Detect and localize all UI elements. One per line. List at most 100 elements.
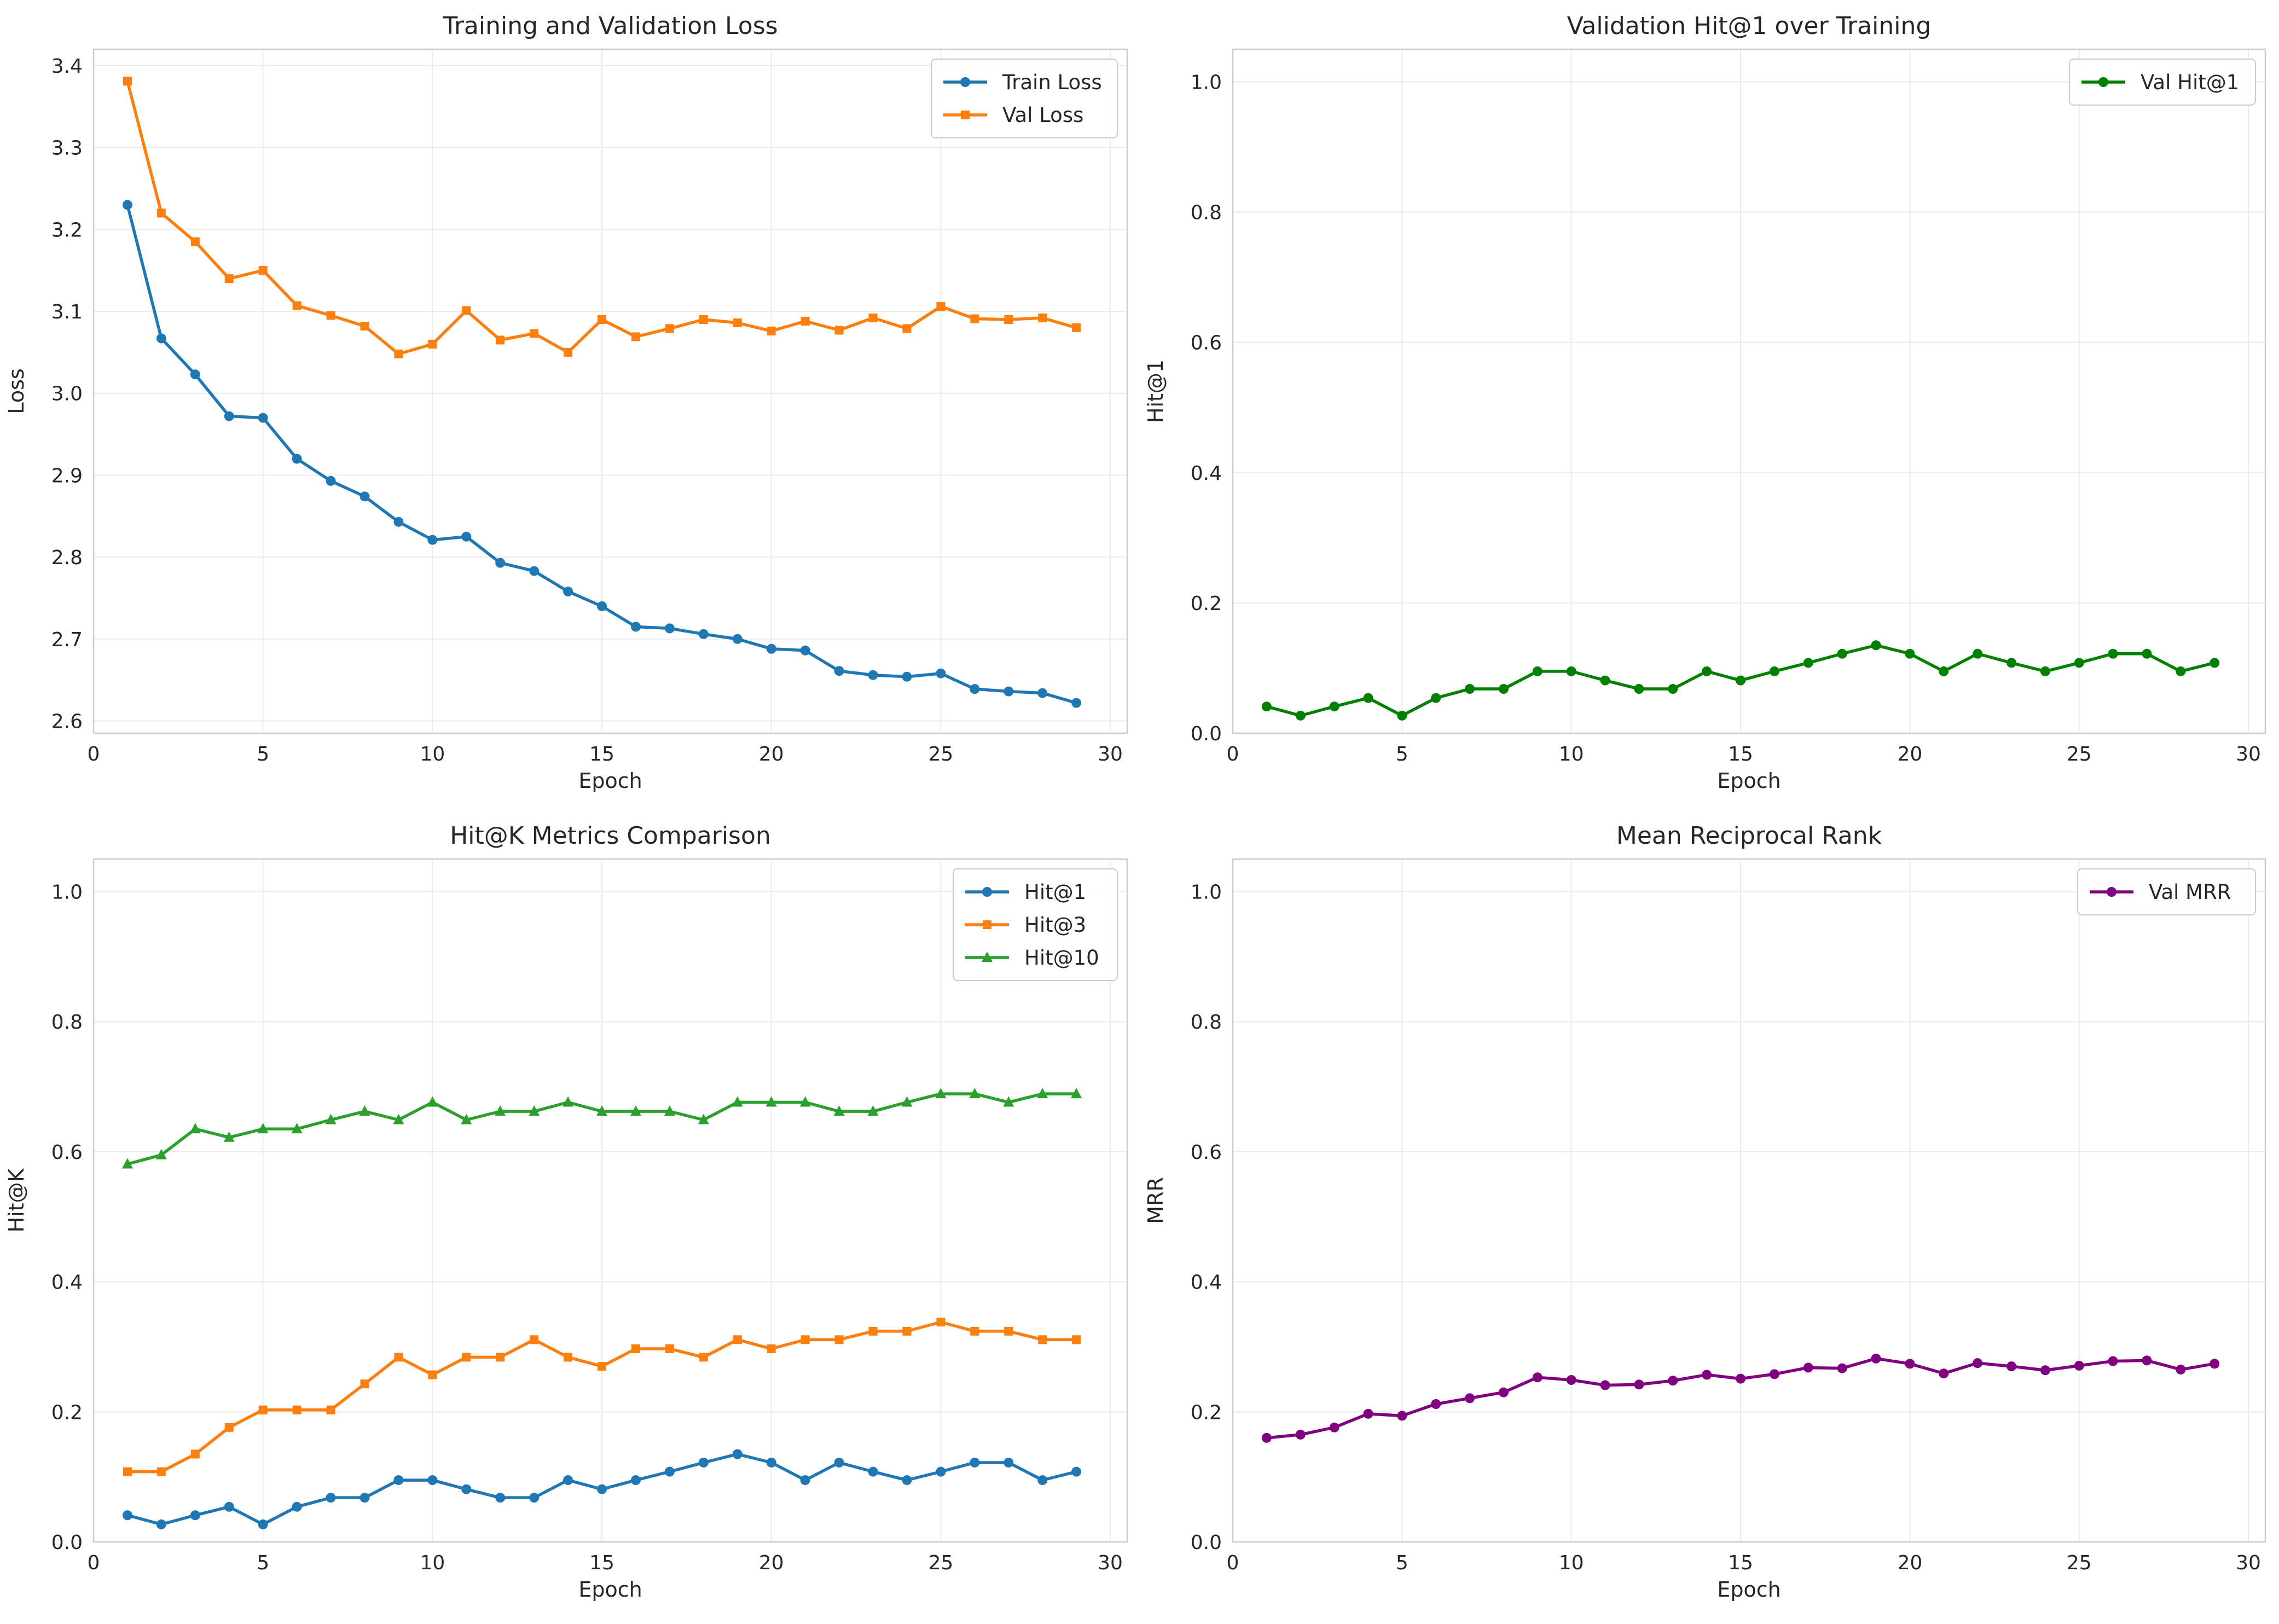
data-point <box>1871 1353 1881 1364</box>
data-point <box>665 324 674 333</box>
data-point <box>2108 1356 2118 1366</box>
data-point <box>123 77 132 86</box>
x-tick-label: 30 <box>1098 743 1123 765</box>
legend-label: Hit@1 <box>1024 880 1086 904</box>
data-point <box>1769 666 1779 676</box>
plot-frame <box>92 858 1128 1543</box>
data-point <box>2108 648 2118 659</box>
y-tick-label: 0.2 <box>51 1401 83 1424</box>
data-point <box>462 306 471 315</box>
data-point <box>732 1096 743 1107</box>
x-tick-label: 25 <box>2067 1552 2092 1574</box>
data-point <box>2142 1355 2152 1366</box>
data-point <box>1634 684 1644 694</box>
data-point <box>564 347 573 357</box>
plot-frame <box>1232 858 2266 1543</box>
data-point <box>801 1335 810 1344</box>
data-point <box>258 1519 268 1529</box>
data-point <box>292 454 302 464</box>
data-point <box>189 1123 201 1134</box>
data-point <box>428 339 437 349</box>
data-point <box>156 1467 166 1476</box>
x-tick-label: 10 <box>1559 743 1584 765</box>
data-point <box>1498 1387 1509 1397</box>
data-point <box>767 1344 776 1353</box>
legend-box <box>2077 868 2256 915</box>
data-point <box>1600 675 1610 686</box>
x-tick-label: 10 <box>420 1552 445 1574</box>
data-point <box>495 1493 506 1503</box>
data-point <box>258 266 268 275</box>
data-point <box>800 1475 810 1486</box>
data-point <box>1634 1379 1644 1390</box>
x-tick-label: 5 <box>257 1552 269 1574</box>
data-point <box>867 1105 879 1116</box>
data-point <box>2040 666 2050 676</box>
data-point <box>1037 1088 1048 1099</box>
data-point <box>461 1484 472 1494</box>
series-val-hit-1 <box>1261 640 2220 721</box>
data-point <box>1973 1358 1983 1368</box>
data-point <box>461 1113 472 1124</box>
data-point <box>1769 1369 1779 1379</box>
x-tick-label: 10 <box>420 743 445 765</box>
data-point <box>698 629 709 639</box>
data-point <box>326 311 335 320</box>
data-point <box>529 1105 540 1116</box>
legend: Hit@1 Hit@3 Hit@10 <box>953 868 1118 981</box>
data-point <box>936 1318 946 1327</box>
data-point <box>564 1353 573 1362</box>
legend-marker <box>961 111 970 119</box>
data-point <box>699 315 708 324</box>
data-point <box>1261 701 1272 712</box>
data-point <box>1397 1411 1407 1421</box>
legend-box <box>953 868 1118 981</box>
data-point <box>190 237 200 246</box>
data-point <box>224 274 234 283</box>
data-point <box>2074 1360 2084 1371</box>
data-point <box>597 601 607 611</box>
data-point <box>1465 1393 1475 1403</box>
data-point <box>1736 1373 1746 1384</box>
x-tick-label: 30 <box>2236 1552 2261 1574</box>
x-axis-label: Epoch <box>578 769 642 793</box>
data-point <box>2176 666 2186 676</box>
data-point <box>1905 648 1915 659</box>
data-point <box>292 1501 302 1512</box>
y-tick-label: 0.4 <box>1191 1272 1222 1294</box>
data-point <box>767 326 776 335</box>
legend-marker <box>982 887 992 897</box>
chart-panel-4: 0 5 10 15 20 25 30 0.0 0.2 0.4 0.6 0.8 1.0 Mean Recip… <box>1144 822 2266 1602</box>
data-point <box>868 1326 878 1336</box>
data-point <box>427 1475 438 1486</box>
data-point <box>530 329 539 338</box>
data-point <box>1071 1466 1082 1477</box>
data-point <box>799 1096 811 1107</box>
y-tick-label: 0.0 <box>51 1532 83 1554</box>
x-tick-label: 30 <box>1098 1552 1123 1574</box>
y-axis-label: Hit@1 <box>1144 359 1168 423</box>
x-tick-label: 20 <box>1897 1552 1922 1574</box>
y-tick-label: 1.0 <box>51 881 83 903</box>
data-point <box>630 1475 641 1486</box>
data-point <box>224 1501 234 1512</box>
x-tick-label: 0 <box>1227 743 1239 765</box>
y-tick-label: 1.0 <box>1191 881 1222 903</box>
data-point <box>1532 666 1542 676</box>
data-point <box>1905 1359 1915 1369</box>
legend-label: Hit@3 <box>1024 913 1086 937</box>
data-point <box>190 369 200 380</box>
data-point <box>902 1326 912 1336</box>
data-point <box>630 622 641 632</box>
data-point <box>258 413 268 423</box>
data-point <box>1329 701 1339 712</box>
data-point <box>2006 1361 2016 1372</box>
series-val-mrr <box>1261 1353 2220 1443</box>
data-point <box>326 1405 335 1414</box>
data-point <box>664 623 675 634</box>
data-point <box>1939 666 1949 676</box>
data-point <box>665 1344 674 1353</box>
data-point <box>1295 710 1306 721</box>
data-point <box>2006 658 2016 668</box>
data-point <box>630 1105 641 1116</box>
